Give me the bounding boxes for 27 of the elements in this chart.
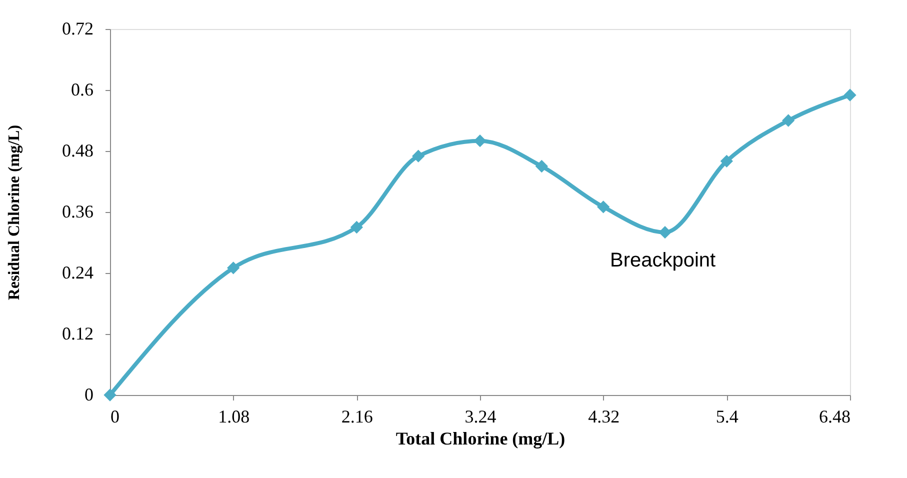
y-tick-label: 0.72: [62, 18, 94, 38]
x-tick-label: 1.08: [218, 406, 250, 426]
x-tick-label: 3.24: [464, 406, 496, 426]
x-tick-label: 6.48: [819, 406, 850, 426]
point: [412, 150, 425, 162]
y-tick-label: 0.48: [62, 140, 94, 160]
point: [104, 388, 116, 402]
point: [227, 262, 240, 274]
point: [350, 220, 363, 234]
point: [720, 154, 733, 168]
y-axis-title: Residual Chlorine (mg/L): [6, 124, 23, 300]
y-tick-label: 0.36: [62, 202, 94, 222]
y-tick-label: 0: [84, 384, 94, 404]
point: [535, 160, 548, 173]
y-tick-label: 0.24: [62, 262, 94, 282]
y-tick-label: 0.6: [71, 80, 94, 100]
point: [782, 114, 795, 127]
annotation: Breackpoint: [610, 249, 716, 272]
point: [658, 226, 672, 239]
x-axis-title: Total Chlorine (mg/L): [396, 428, 566, 448]
y-tick-label: 0.12: [62, 324, 94, 344]
x-tick-label: 5.4: [716, 406, 738, 426]
x-tick-label: 2.16: [341, 406, 373, 426]
point: [844, 88, 856, 102]
x-tick-label: 0: [110, 406, 120, 426]
x-tick-label: 4.32: [588, 406, 620, 426]
point: [597, 200, 610, 214]
